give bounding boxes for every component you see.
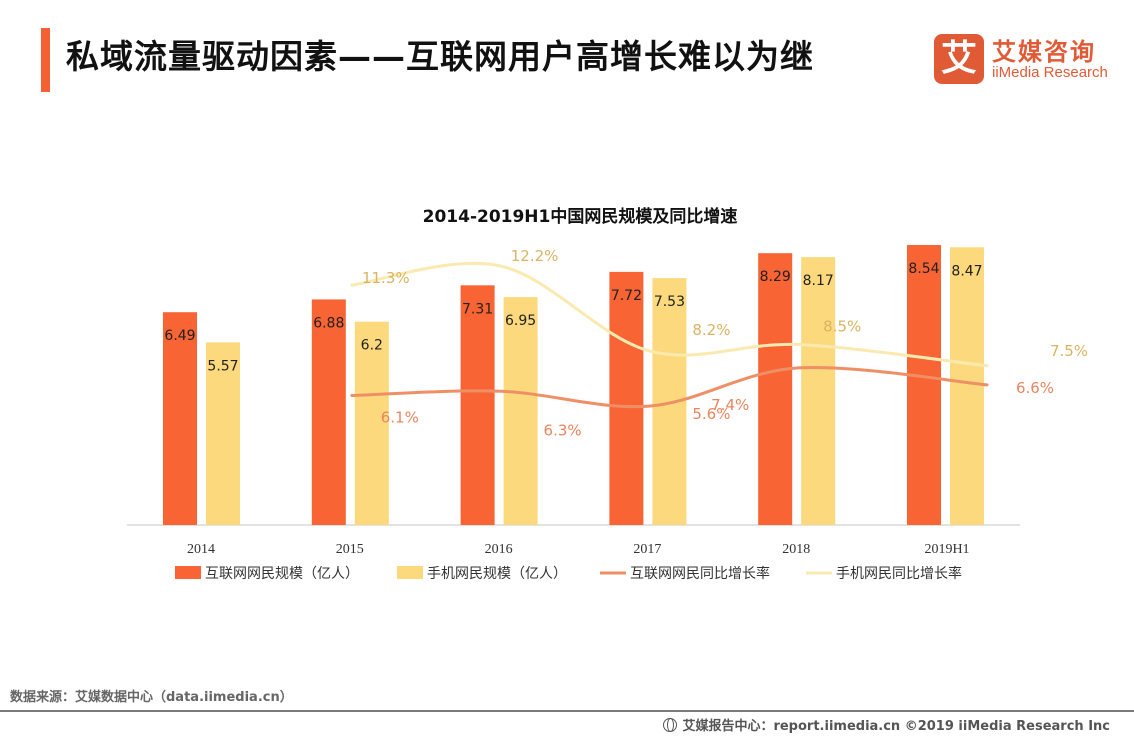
logo-en-text: iiMedia Research <box>992 64 1108 81</box>
line-value-label: 8.5% <box>823 318 861 336</box>
legend-swatch-0 <box>175 566 201 579</box>
bar-value-label: 7.31 <box>462 301 493 317</box>
bar-mobile <box>354 321 389 525</box>
logo-cn-text: 艾媒咨询 <box>992 38 1096 66</box>
bar-value-label: 7.53 <box>654 294 685 310</box>
bar-value-label: 6.2 <box>361 338 383 354</box>
bar-value-label: 7.72 <box>611 288 642 304</box>
line-value-label: 12.2% <box>511 247 559 265</box>
legend-label: 手机网民规模（亿人） <box>427 566 567 582</box>
chart-title: 2014-2019H1中国网民规模及同比增速 <box>423 206 738 227</box>
x-tick-label: 2014 <box>187 542 215 557</box>
title-accent-bar <box>41 28 50 92</box>
x-tick-label: 2018 <box>782 542 810 557</box>
footer-text: 艾媒报告中心：report.iimedia.cn ©2019 iiMedia R… <box>682 719 1110 734</box>
page-title: 私域流量驱动因素——互联网用户高增长难以为继 <box>66 37 814 76</box>
bar-value-label: 8.47 <box>951 263 982 279</box>
line-internet-growth <box>350 365 989 409</box>
line-value-label: 6.3% <box>544 421 582 439</box>
bar-value-label: 5.57 <box>207 358 238 374</box>
line-mobile-growth <box>350 261 989 368</box>
bar-internet <box>460 285 495 525</box>
bar-internet <box>163 312 197 525</box>
legend-label: 互联网网民同比增长率 <box>630 565 770 582</box>
line-value-label: 7.4% <box>711 396 749 414</box>
bar-value-label: 8.54 <box>908 261 939 277</box>
x-tick-labels: 2014 2015 2016 2017 2018 2019H1 <box>187 542 970 557</box>
bar-internet <box>311 299 346 525</box>
bar-internet <box>609 271 644 525</box>
x-tick-label: 2019H1 <box>924 542 969 557</box>
bar-value-label: 6.49 <box>164 328 195 344</box>
x-tick-label: 2015 <box>336 542 364 557</box>
bar-mobile <box>950 247 984 525</box>
data-source: 数据来源：艾媒数据中心（data.iimedia.cn） <box>10 690 293 705</box>
bar-value-label: 8.29 <box>760 269 791 285</box>
bar-value-label: 6.88 <box>313 315 344 331</box>
footer-divider <box>0 710 1134 712</box>
lines-layer: 6.1% 6.3% 5.6%7.4% 6.6% 11.3% 12.2% 8.2% 8.5% 7.… <box>350 247 1088 439</box>
line-value-label: 6.6% <box>1016 379 1054 397</box>
line-value-label: 8.2% <box>692 321 730 339</box>
x-tick-label: 2017 <box>633 542 661 557</box>
iimedia-logo: 艾 艾媒咨询 iiMedia Research <box>932 32 1122 86</box>
line-value-label: 6.1% <box>381 409 419 427</box>
legend-label: 互联网网民规模（亿人） <box>205 566 359 582</box>
bar-value-label: 8.17 <box>803 273 834 289</box>
legend: 互联网网民规模（亿人） 手机网民规模（亿人） 互联网网民同比增长率 手机网民同比增长率 <box>175 565 962 582</box>
bar-internet <box>758 253 793 525</box>
legend-label: 手机网民同比增长率 <box>836 565 962 582</box>
bar-internet <box>907 245 941 525</box>
bar-mobile <box>206 342 240 525</box>
line-value-label: 5.6% <box>692 405 730 423</box>
x-tick-label: 2016 <box>485 542 513 557</box>
line-value-label: 11.3% <box>362 269 410 287</box>
line-value-label: 7.5% <box>1050 342 1088 360</box>
legend-swatch-1 <box>397 566 423 579</box>
bar-mobile <box>801 257 836 525</box>
globe-icon <box>663 717 678 732</box>
bar-mobile <box>503 297 538 525</box>
logo-mark: 艾 <box>934 34 984 84</box>
footer: 艾媒报告中心：report.iimedia.cn ©2019 iiMedia R… <box>663 715 1110 734</box>
bars-layer: 6.49 5.57 6.88 6.2 7.31 6.95 7.72 7.53 8.29 8.17 8… <box>163 245 984 525</box>
bar-value-label: 6.95 <box>505 313 536 329</box>
